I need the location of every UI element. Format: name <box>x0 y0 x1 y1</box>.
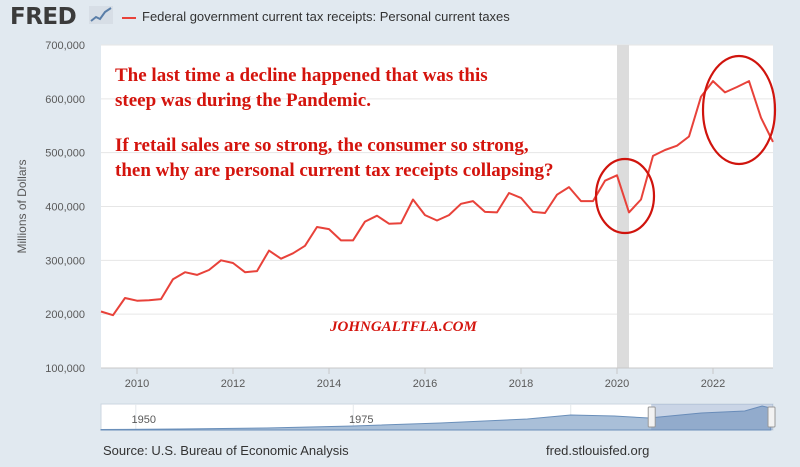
y-axis-label: Millions of Dollars <box>15 159 29 253</box>
recession-band <box>617 45 629 368</box>
annotation-line-3: If retail sales are so strong, the consu… <box>115 135 529 156</box>
navigator-series-area <box>100 405 772 431</box>
navigator-handle[interactable] <box>767 406 776 428</box>
series-line[interactable] <box>100 80 774 317</box>
fred-logo[interactable]: FRED <box>10 4 77 30</box>
x-axis: 2010 2012 2014 2016 2018 2020 2022 <box>101 367 773 390</box>
annotation-line-2: steep was during the Pandemic. <box>115 90 371 111</box>
x-tick-label: 2018 <box>509 378 533 390</box>
annotation-line-4: then why are personal current tax receip… <box>115 160 554 181</box>
annotation-line-1: The last time a decline happened that wa… <box>115 65 488 86</box>
navigator-tick-label: 1950 <box>132 414 156 426</box>
navigator-handle[interactable] <box>647 406 656 428</box>
x-tick-label: 2014 <box>317 378 341 390</box>
fred-site-link[interactable]: fred.stlouisfed.org <box>546 443 650 458</box>
range-navigator[interactable]: 195019752000 <box>100 403 776 431</box>
source-note: Source: U.S. Bureau of Economic Analysis <box>103 443 349 458</box>
highlight-circles <box>594 54 777 235</box>
watermark: JOHNGALTFLA.COM <box>330 319 477 335</box>
fred-chart-icon <box>89 6 113 24</box>
x-tick-label: 2020 <box>605 378 629 390</box>
y-tick-label: 100,000 <box>45 363 85 375</box>
x-tick-label: 2016 <box>413 378 437 390</box>
x-tick-label: 2012 <box>221 378 245 390</box>
y-tick-label: 300,000 <box>45 255 85 267</box>
highlight-circle-2022 <box>701 54 777 166</box>
highlight-circle-2020 <box>594 157 656 235</box>
legend-label: Federal government current tax receipts:… <box>142 9 510 24</box>
y-axis: 100,000 200,000 300,000 400,000 500,000 600,0… <box>45 40 85 375</box>
annotation-text-2: If retail sales are so strong, the consu… <box>115 133 554 183</box>
chart-legend[interactable]: Federal government current tax receipts:… <box>122 9 510 24</box>
x-tick-label: 2022 <box>701 378 725 390</box>
legend-swatch <box>122 16 136 19</box>
y-tick-label: 400,000 <box>45 202 85 214</box>
y-tick-label: 500,000 <box>45 148 85 160</box>
header: FRED Federal government current tax rece… <box>0 0 800 36</box>
y-tick-label: 200,000 <box>45 309 85 321</box>
annotation-text-1: The last time a decline happened that wa… <box>115 63 488 113</box>
navigator-selection <box>651 404 773 430</box>
x-tick-label: 2010 <box>125 378 149 390</box>
navigator-tick-label: 1975 <box>349 414 373 426</box>
y-tick-label: 700,000 <box>45 40 85 52</box>
y-tick-label: 600,000 <box>45 94 85 106</box>
